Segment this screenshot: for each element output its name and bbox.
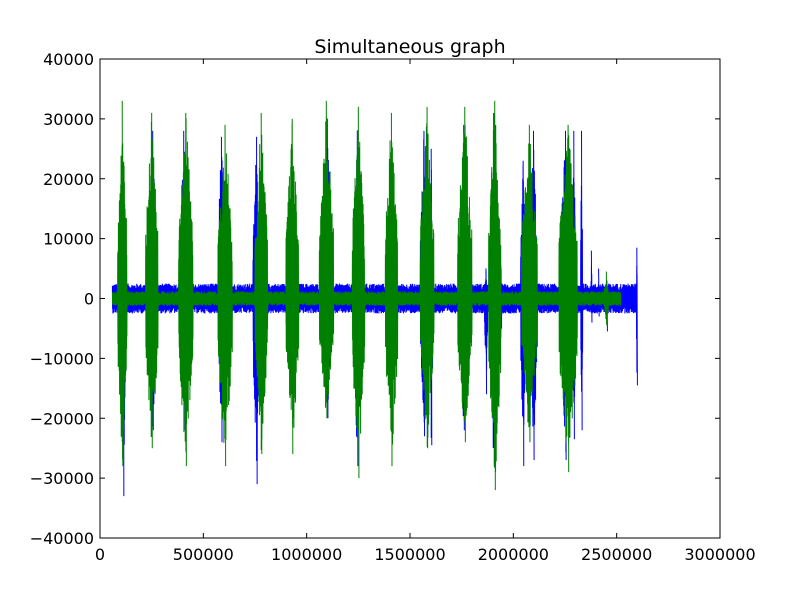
x-tick-label: 500000 bbox=[173, 545, 234, 564]
x-tick-label: 3000000 bbox=[684, 545, 755, 564]
x-tick-label: 2000000 bbox=[478, 545, 549, 564]
y-tick-label: −10000 bbox=[30, 349, 94, 368]
y-tick-label: −30000 bbox=[30, 469, 94, 488]
y-tick-label: 10000 bbox=[43, 230, 94, 249]
series-layer bbox=[111, 100, 638, 497]
chart-title: Simultaneous graph bbox=[314, 36, 505, 58]
y-tick-label: −20000 bbox=[30, 409, 94, 428]
y-axis-tick-labels: 40000 30000 20000 10000 0 −10000 −20000 −30000 −… bbox=[30, 50, 94, 548]
x-tick-label: 0 bbox=[95, 545, 105, 564]
y-tick-label: 30000 bbox=[43, 110, 94, 129]
x-tick-label: 2500000 bbox=[581, 545, 652, 564]
x-tick-label: 1000000 bbox=[271, 545, 342, 564]
x-axis-tick-labels: 0 500000 1000000 1500000 2000000 2500000 30000… bbox=[95, 545, 756, 564]
plot-frame bbox=[99, 58, 721, 539]
y-tick-label: −40000 bbox=[30, 529, 94, 548]
x-tick-label: 1500000 bbox=[374, 545, 445, 564]
y-tick-label: 20000 bbox=[43, 170, 94, 189]
y-tick-label: 40000 bbox=[43, 50, 94, 69]
y-tick-label: 0 bbox=[84, 290, 94, 309]
series-line-1 bbox=[111, 100, 622, 491]
